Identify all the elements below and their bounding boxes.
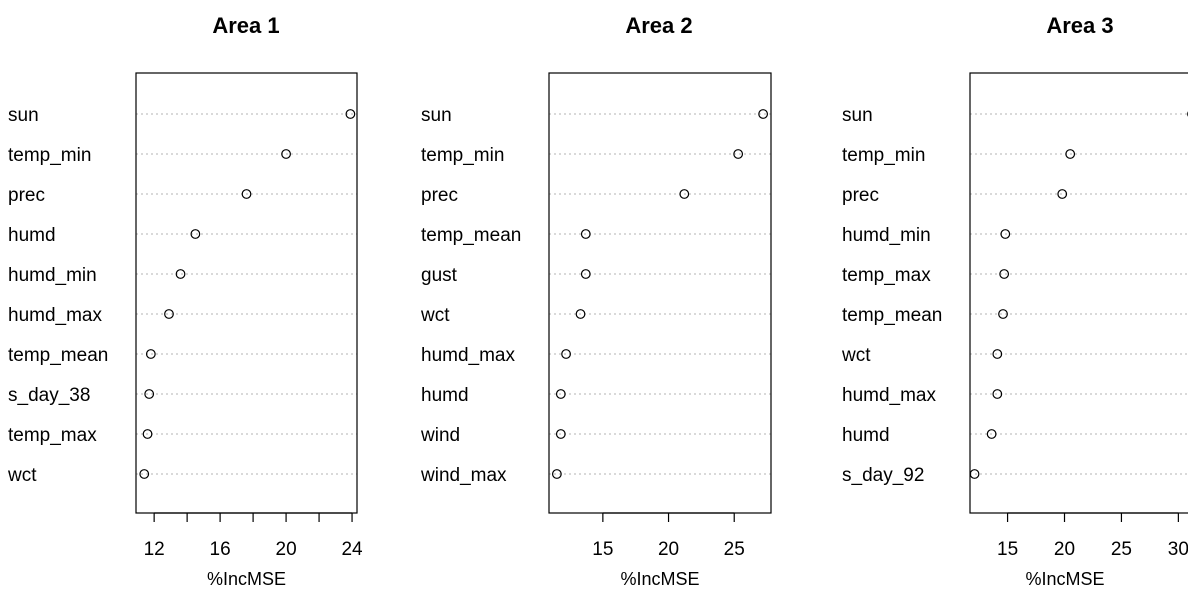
data-point <box>998 309 1008 319</box>
category-label: wind <box>420 425 460 446</box>
x-tick-label: 20 <box>276 539 297 560</box>
data-point <box>580 229 591 239</box>
category-label: wct <box>420 305 450 326</box>
category-label: prec <box>421 185 458 206</box>
data-point <box>555 389 566 399</box>
category-label: gust <box>421 265 458 286</box>
x-tick-label: 20 <box>1054 539 1075 560</box>
category-label: temp_min <box>8 145 91 166</box>
category-label: sun <box>421 105 452 126</box>
data-point <box>241 189 252 199</box>
plot-frame <box>135 72 358 514</box>
category-label: prec <box>8 185 45 206</box>
data-point <box>1065 149 1076 159</box>
category-label: humd <box>842 425 890 446</box>
x-axis-label: %IncMSE <box>207 569 286 589</box>
category-label: humd_min <box>8 265 97 286</box>
data-point <box>561 349 571 359</box>
category-label: humd_max <box>842 385 936 406</box>
category-label: wct <box>7 465 37 486</box>
category-label: humd_max <box>8 305 102 326</box>
data-point <box>992 389 1003 399</box>
category-label: temp_min <box>421 145 504 166</box>
data-point <box>345 109 356 119</box>
data-point <box>575 309 586 319</box>
category-label: temp_max <box>8 425 97 446</box>
category-label: prec <box>842 185 879 206</box>
x-tick-label: 16 <box>210 539 231 560</box>
category-label: humd_max <box>421 345 515 366</box>
category-label: s_day_92 <box>842 465 924 486</box>
x-tick-label: 15 <box>592 539 613 560</box>
chart-title: Area 1 <box>212 13 279 38</box>
data-point <box>679 189 690 199</box>
x-tick-label: 12 <box>144 539 165 560</box>
category-label: temp_mean <box>421 225 521 246</box>
category-label: sun <box>8 105 39 126</box>
category-label: temp_mean <box>8 345 108 366</box>
category-label: temp_min <box>842 145 925 166</box>
x-tick-label: 15 <box>997 539 1018 560</box>
category-label: humd <box>421 385 469 406</box>
x-axis-label: %IncMSE <box>620 569 699 589</box>
data-point <box>555 429 566 439</box>
category-label: sun <box>842 105 873 126</box>
plot-frame <box>548 72 772 514</box>
category-label: humd_min <box>842 225 931 246</box>
data-point <box>139 469 150 479</box>
chart-title: Area 2 <box>625 13 692 38</box>
category-label: temp_max <box>842 265 931 286</box>
data-point <box>142 429 153 439</box>
data-point <box>992 349 1003 359</box>
data-point <box>145 349 156 359</box>
data-point <box>175 269 186 279</box>
category-label: s_day_38 <box>8 385 90 406</box>
data-point <box>144 389 155 399</box>
plot-frame <box>969 72 1188 514</box>
category-label: wind_max <box>420 465 507 486</box>
x-axis-label: %IncMSE <box>1025 569 1104 589</box>
data-point <box>164 309 174 319</box>
data-point <box>580 269 591 279</box>
category-label: humd <box>8 225 56 246</box>
data-point <box>1057 189 1068 199</box>
data-point <box>758 109 769 119</box>
chart-title: Area 3 <box>1046 13 1113 38</box>
data-point <box>551 469 562 479</box>
x-tick-label: 25 <box>724 539 745 560</box>
data-point <box>999 269 1010 279</box>
category-label: wct <box>841 345 871 366</box>
x-tick-label: 20 <box>658 539 679 560</box>
x-tick-label: 25 <box>1111 539 1132 560</box>
data-point <box>1000 229 1011 239</box>
category-label: temp_mean <box>842 305 942 326</box>
data-point <box>733 149 744 159</box>
x-tick-label: 30 <box>1168 539 1188 560</box>
data-point <box>281 149 291 159</box>
x-tick-label: 24 <box>341 539 363 560</box>
data-point <box>986 429 997 439</box>
data-point <box>190 229 201 239</box>
